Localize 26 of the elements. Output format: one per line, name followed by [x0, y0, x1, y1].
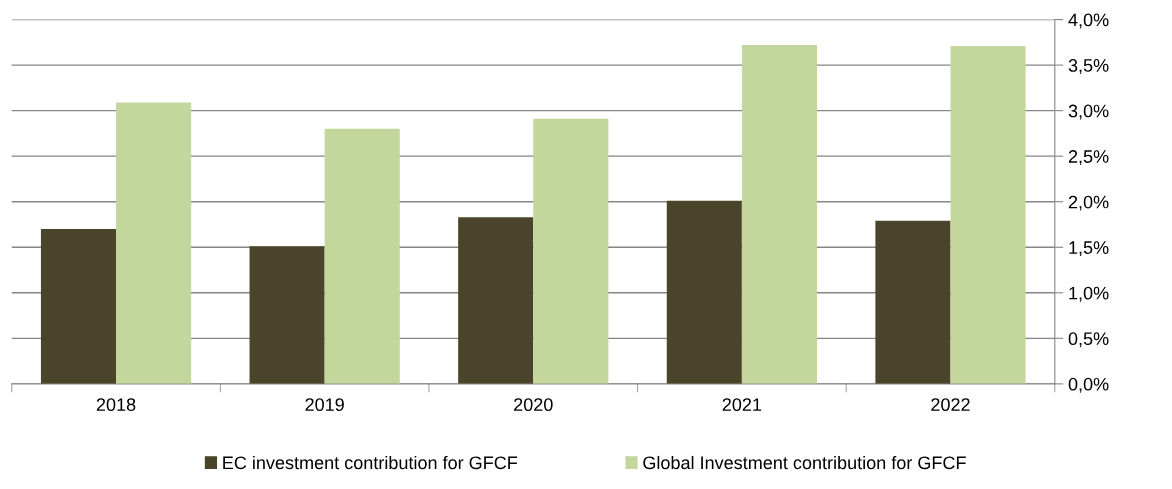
y-tick-label: 3,5% — [1068, 59, 1109, 74]
y-tick-label: 0,0% — [1068, 377, 1109, 393]
y-tick-label: 1,5% — [1069, 241, 1109, 257]
bar — [40, 229, 117, 384]
bar — [875, 220, 951, 384]
y-tick-label: 4,0% — [1068, 13, 1109, 29]
x-tick-label: 2018 — [96, 398, 136, 412]
legend-label: Global Investment contribution for GFCF — [643, 455, 966, 470]
y-tick-label: 2,0% — [1068, 195, 1109, 211]
x-tick-label: 2022 — [931, 398, 970, 412]
y-tick-label: 0,5% — [1068, 332, 1109, 348]
bar — [116, 102, 192, 384]
bar — [249, 246, 325, 384]
bar — [324, 128, 400, 384]
legend-label: EC investment contribution for GFCF — [223, 455, 518, 470]
y-tick-label: 2,5% — [1068, 150, 1109, 166]
y-tick-label: 1,0% — [1069, 286, 1109, 302]
bar — [741, 45, 817, 384]
x-tick-label: 2020 — [514, 398, 553, 412]
bar — [666, 200, 742, 384]
bar — [950, 45, 1026, 384]
x-tick-label: 2021 — [722, 398, 762, 412]
x-tick-label: 2019 — [305, 398, 344, 412]
bar — [533, 118, 609, 384]
bar — [458, 217, 534, 384]
y-tick-label: 3,0% — [1068, 104, 1109, 120]
